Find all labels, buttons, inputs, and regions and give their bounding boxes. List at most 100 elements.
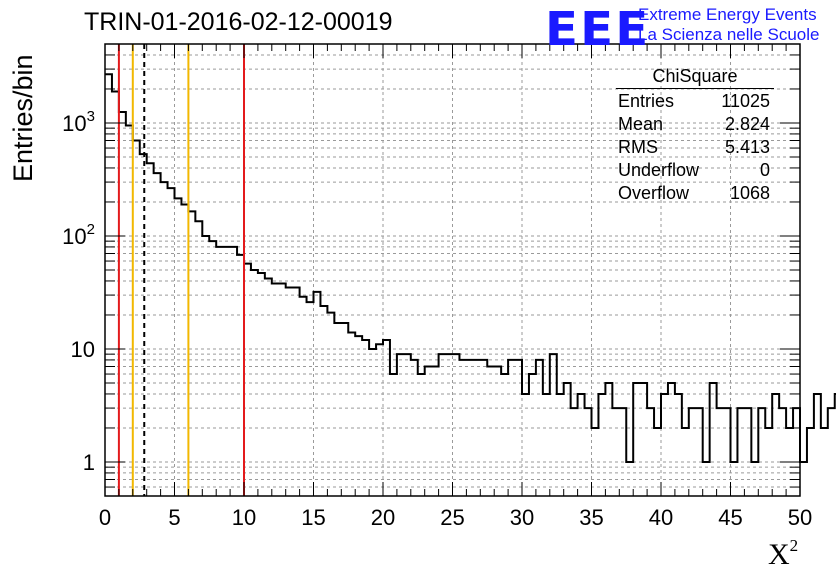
histogram-bin [154, 173, 161, 496]
x-tick-label: 0 [99, 505, 111, 530]
histogram-bin [202, 236, 209, 496]
histogram-bin [251, 270, 258, 496]
histogram-bin [758, 408, 765, 496]
stats-row-entries: Entries 11025 [612, 90, 778, 113]
stats-value: 11025 [721, 91, 770, 111]
y-tick-label: 10 [71, 337, 95, 362]
histogram-bin [633, 383, 640, 496]
histogram-bin [195, 221, 202, 496]
histogram-bin [147, 163, 154, 496]
stats-label: Entries [618, 91, 675, 111]
histogram-bin [710, 383, 717, 496]
histogram-bin [223, 247, 230, 496]
histogram-bin [793, 408, 800, 496]
histogram-bin [133, 140, 140, 496]
stats-value: 1068 [729, 183, 770, 203]
histogram-outline [105, 73, 836, 463]
histogram-bin [689, 408, 696, 496]
histogram-bin [487, 366, 494, 496]
histogram-bin [807, 428, 814, 496]
histogram-bin [515, 360, 522, 496]
histogram-bin [140, 154, 147, 496]
histogram-bin [341, 323, 348, 496]
histogram-bin [744, 408, 751, 496]
histogram-bin [626, 462, 633, 496]
histogram-bin [612, 408, 619, 496]
histogram-bin [119, 112, 126, 496]
histogram-bin [501, 374, 508, 496]
grid [105, 44, 800, 496]
histogram-bin [557, 394, 564, 496]
histogram-bin [411, 360, 418, 496]
histogram-bin [592, 428, 599, 496]
histogram-bin [473, 360, 480, 496]
histogram-bin [265, 279, 272, 496]
histogram-bin [175, 198, 182, 496]
histogram-bin [244, 264, 251, 496]
histogram-bin [105, 74, 112, 496]
histogram-bin [348, 332, 355, 496]
x-tick-label: 35 [579, 505, 603, 530]
histogram-bin [439, 354, 446, 496]
histogram-bin [237, 255, 244, 496]
histogram-bin [508, 360, 515, 496]
chart-title: TRIN-01-2016-02-12-00019 [84, 8, 393, 36]
histogram-bin [772, 394, 779, 496]
histogram-bin [821, 428, 828, 496]
histogram-bin [209, 241, 216, 496]
histogram-bin [480, 360, 487, 496]
stats-label: Underflow [618, 160, 700, 180]
histogram-bin [112, 91, 119, 496]
histogram-bin [293, 288, 300, 496]
stats-value: 0 [759, 160, 770, 180]
histogram-bin [585, 408, 592, 496]
y-tick-label: 1 [83, 450, 95, 475]
histogram-bin [453, 354, 460, 496]
histogram-bin [286, 288, 293, 496]
histogram-bin [654, 428, 661, 496]
histogram-bin [369, 349, 376, 496]
histogram-bin [737, 408, 744, 496]
histogram-bin [397, 354, 404, 496]
histogram-bin [598, 394, 605, 496]
y-axis: 1 10 102 103 [62, 43, 800, 497]
x-tick-label: 5 [168, 505, 180, 530]
histogram-bin [536, 360, 543, 496]
histogram-bin [529, 374, 536, 496]
stats-row-rms: RMS 5.413 [612, 136, 778, 159]
histogram-bin [696, 408, 703, 496]
histogram-bin [307, 302, 314, 496]
histogram-bin [404, 354, 411, 496]
histogram-bin [161, 182, 168, 496]
stats-box: ChiSquare Entries 11025 Mean 2.824 RMS 5.41… [612, 66, 778, 205]
stats-label: Overflow [618, 183, 690, 203]
histogram-bin [216, 247, 223, 496]
x-axis: 0 5 10 15 20 25 30 35 40 45 50 [99, 44, 812, 530]
histogram [105, 73, 836, 496]
x-axis-label-symbol: X [768, 538, 790, 571]
stats-label: RMS [618, 137, 658, 157]
logo-subtitle-1: Extreme Energy Events [638, 5, 817, 24]
y-tick-label: 103 [62, 108, 95, 136]
histogram-bin [800, 462, 807, 496]
histogram-bin [446, 354, 453, 496]
x-tick-label: 40 [649, 505, 673, 530]
histogram-bin [327, 313, 334, 496]
histogram-bin [376, 344, 383, 496]
x-tick-label: 15 [301, 505, 325, 530]
stats-row-mean: Mean 2.824 [612, 113, 778, 136]
histogram-bin [640, 383, 647, 496]
histogram-bin [459, 360, 466, 496]
histogram-bin [230, 247, 237, 496]
stats-title: ChiSquare [616, 66, 774, 89]
histogram-bin [682, 428, 689, 496]
stats-value: 2.824 [724, 114, 770, 134]
histogram-bin [390, 374, 397, 496]
x-axis-label: X2 [768, 536, 798, 572]
histogram-bin [675, 394, 682, 496]
x-tick-label: 30 [510, 505, 534, 530]
histogram-bin [828, 408, 835, 496]
x-tick-label: 10 [232, 505, 256, 530]
histogram-bin [168, 188, 175, 496]
